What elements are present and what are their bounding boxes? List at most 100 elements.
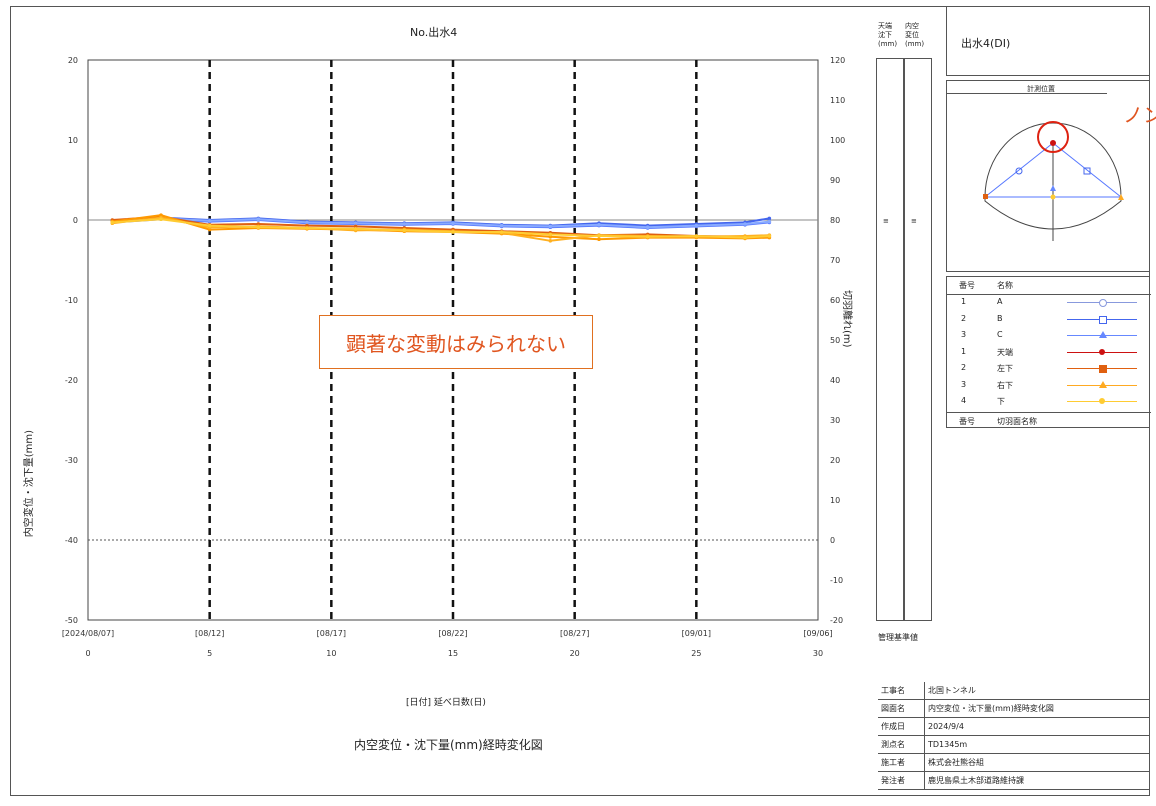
y2-axis-label: 切羽離れ(m) [841,290,852,348]
side-footer: 管理基準値 [878,633,918,642]
legend-row-name: C [997,330,1003,339]
legend-row-no: 1 [961,297,967,306]
info-value: 鹿児島県土木部道路維持課 [924,771,1150,790]
series-point [767,216,772,221]
y2-tick-label: 70 [830,256,840,265]
info-key: 作成日 [878,717,925,736]
x-date-label: [08/27] [560,629,589,638]
series-point [402,228,407,233]
side-col1-marker: ≡ [883,217,889,225]
y2-tick-label: 100 [830,136,845,145]
legend-header-name: 名称 [997,281,1013,290]
y-tick-label: -50 [65,616,78,625]
info-key: 発注者 [878,771,925,790]
info-row: 測点名 TD1345m [878,735,1150,754]
legend-row-marker [1099,348,1105,355]
info-table: 工事名 北国トンネル 図面名 内空変位・沈下量(mm)経時変化図 作成日 2024/9/4… [878,682,1150,790]
legend-row-name: 下 [997,397,1005,406]
panel-title: 出水4(DⅠ) [961,37,1011,50]
legend-row-no: 1 [961,346,967,356]
x-tick-label: 25 [691,649,701,658]
diagram-title: 計測位置 [1027,85,1055,93]
side-col2: ≡ [904,58,932,621]
y-axis-label: 内空変位・沈下量(mm) [24,430,35,538]
series-point [305,226,309,230]
legend-row-marker [1099,380,1107,388]
y-tick-label: 10 [68,136,78,145]
series-point [597,237,601,241]
x-date-label: [08/17] [317,629,346,638]
x-tick-label: 30 [813,649,823,658]
y-tick-label: 0 [73,216,78,225]
y2-tick-label: 50 [830,336,840,345]
series-point [645,235,650,239]
series-point [548,239,553,243]
x-date-label: [09/06] [803,629,832,638]
info-value: TD1345m [924,735,1150,754]
legend-row-marker [1099,365,1107,373]
x-tick-label: 0 [85,649,90,658]
x-tick-label: 5 [207,649,212,658]
y2-tick-label: 40 [830,376,840,385]
annotation-box: 顕著な変動はみられない [319,315,593,369]
legend-row-no: 3 [961,379,967,389]
annotation-text: 顕著な変動はみられない [346,331,566,356]
info-row: 発注者 鹿児島県土木部道路維持課 [878,771,1150,790]
series-point [597,223,601,227]
series-point [353,221,358,225]
series-point [159,217,163,221]
series-point [305,220,309,225]
y2-tick-label: 80 [830,216,840,225]
legend-row-name: 左下 [997,364,1013,373]
legend-row-no: 2 [961,313,967,323]
legend-row-marker [1099,398,1105,404]
info-value: 株式会社熊谷組 [924,753,1150,772]
info-key: 施工者 [878,753,925,772]
x-tick-label: 20 [570,649,580,658]
y-tick-label: -10 [65,296,78,305]
info-value: 北国トンネル [924,682,1150,700]
y2-tick-label: 30 [830,416,840,425]
y2-tick-label: 10 [830,496,840,505]
y2-tick-label: 60 [830,296,840,305]
y2-tick-label: -20 [830,616,843,625]
y2-tick-label: 0 [830,536,835,545]
info-key: 工事名 [878,682,925,700]
series-point [353,227,358,231]
legend-footer: 番号 切羽面名称 [947,412,1151,430]
legend-row-name: 天端 [997,347,1013,357]
legend-footer-no: 番号 [959,417,975,426]
chart-plot: 20100-10-20-30-40-5012011010090807060504… [62,56,845,658]
side-col2-marker: ≡ [911,217,917,225]
series-point [110,220,115,225]
series-point [743,235,747,240]
legend-table: 番号 名称 1 A 2 B 3 C 1 天端 2 左下 3 右下 4 下 番号 切羽面名称 [946,276,1151,430]
y2-tick-label: 120 [830,56,845,65]
y2-tick-label: 110 [830,96,845,105]
diagram-box: 計測位置 ノン [946,80,1156,272]
series-point [499,230,504,234]
legend-row: 3 右下 [947,377,1151,394]
legend-row-name: B [997,313,1003,323]
legend-row-no: 4 [961,396,967,405]
chart-title: No.出水4 [410,26,458,39]
legend-row-marker [1099,331,1107,338]
x-axis-label: [日付] 延べ日数(日) [406,698,486,708]
legend-row-name: A [997,297,1003,306]
overlay-text: ノン [1123,103,1156,127]
series-point [743,222,747,226]
legend-footer-name: 切羽面名称 [997,417,1037,426]
series-point [548,224,553,229]
info-row: 作成日 2024/9/4 [878,717,1150,736]
legend-row-no: 3 [961,330,967,339]
panel-title-box: 出水4(DⅠ) [946,6,1150,76]
series-point [694,234,699,238]
series-point [207,223,212,228]
series-point [402,222,407,226]
y-tick-label: -30 [65,456,78,465]
legend-row-marker [1099,315,1107,324]
series-point [499,223,504,228]
info-row: 施工者 株式会社熊谷組 [878,753,1150,772]
